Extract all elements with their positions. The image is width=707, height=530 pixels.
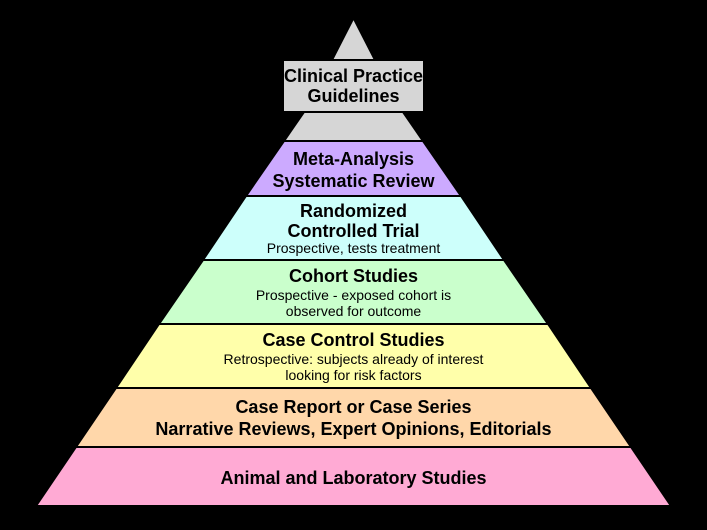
top-box-line1: Clinical Practice [284,66,423,86]
pyramid-apex [332,18,375,60]
level-5-title-0: Case Report or Case Series [235,397,471,417]
top-box-line2: Guidelines [307,86,399,106]
level-4-title-0: Case Control Studies [262,330,444,350]
evidence-pyramid: Clinical Practice Guidelines Meta-Analys… [0,0,707,530]
level-6-title-0: Animal and Laboratory Studies [220,468,486,488]
level-2-title-0: Randomized [300,201,407,221]
level-4-sub-1: looking for risk factors [285,367,421,383]
level-1-title-1: Systematic Review [272,171,435,191]
level-4-sub-0: Retrospective: subjects already of inter… [224,351,484,367]
level-5-title-1: Narrative Reviews, Expert Opinions, Edit… [155,419,551,439]
pyramid-level-0 [284,112,423,141]
level-2-sub-0: Prospective, tests treatment [267,240,441,256]
level-2-title-1: Controlled Trial [287,221,419,241]
level-3-sub-1: observed for outcome [286,303,422,319]
level-3-sub-0: Prospective - exposed cohort is [256,287,451,303]
level-1-title-0: Meta-Analysis [293,149,414,169]
level-3-title-0: Cohort Studies [289,266,418,286]
